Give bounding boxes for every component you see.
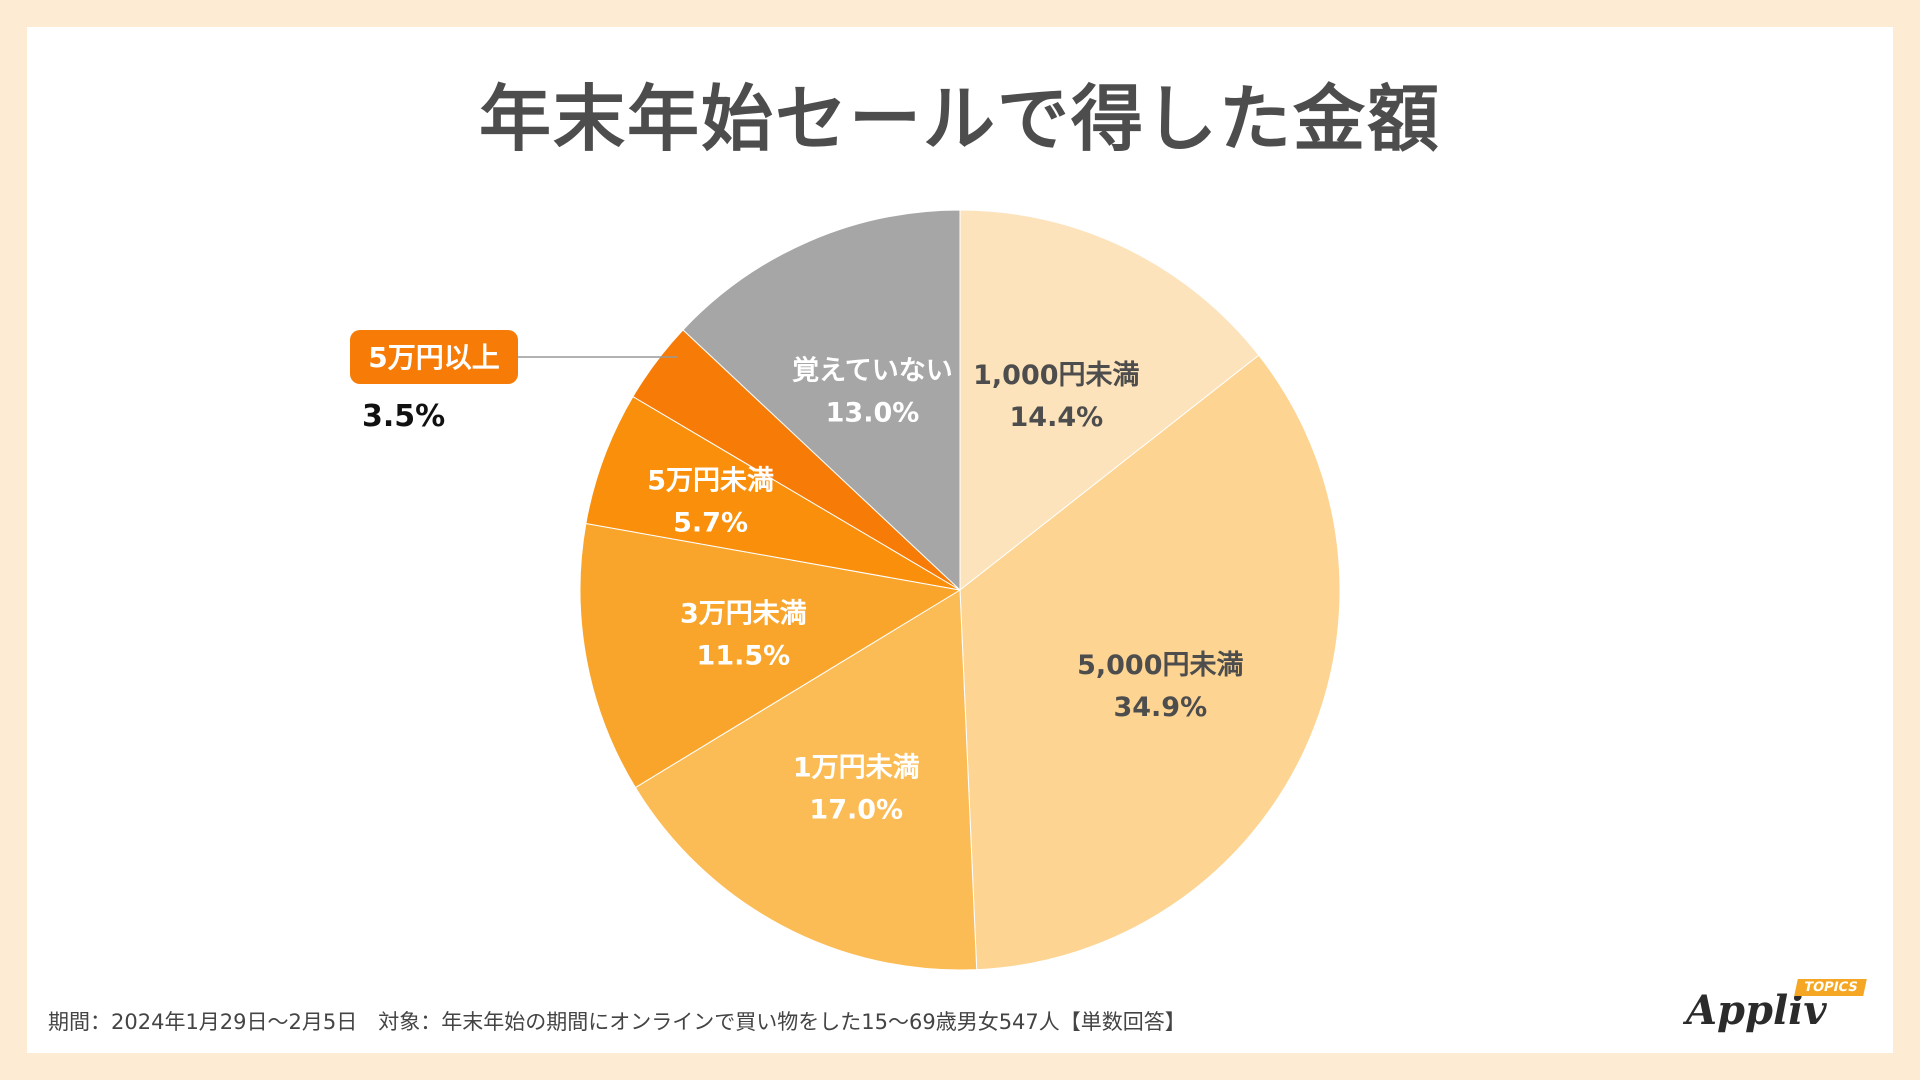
pie-slice-5 bbox=[585, 395, 961, 591]
pie-slices bbox=[579, 209, 1341, 971]
slice-value-6: 3.5% bbox=[362, 399, 445, 434]
applivtopics-logo: Appliv TOPICS bbox=[1686, 975, 1868, 1035]
slice-value-5: 5.7% bbox=[673, 508, 748, 539]
slice-value-3: 17.0% bbox=[809, 794, 903, 825]
chart-title: 年末年始セールで得した金額 bbox=[478, 77, 1441, 161]
callout-box bbox=[350, 330, 518, 384]
footer-note: 期間：2024年1月29日〜2月5日 対象：年末年始の期間にオンラインで買い物を… bbox=[48, 1010, 1186, 1034]
slice-value-2: 34.9% bbox=[1113, 692, 1207, 723]
slice-label-6: 5万円以上 bbox=[368, 341, 499, 374]
pie-slice-3 bbox=[634, 589, 978, 971]
slice-label-3: 1万円未満 bbox=[793, 752, 920, 783]
slice-label-7: 覚えていない bbox=[792, 356, 953, 387]
pie-slice-7 bbox=[682, 209, 961, 592]
pie-slice-4 bbox=[579, 522, 962, 789]
slice-label-4: 3万円未満 bbox=[680, 599, 807, 630]
pie-slice-1 bbox=[959, 209, 1260, 592]
slice-label-5: 5万円未満 bbox=[647, 466, 774, 497]
pie-callout: 5万円以上 3.5% bbox=[350, 330, 678, 434]
pie-labels: 1,000円未満 14.4% 5,000円未満 34.9% 1万円未満 17.0% 3万円未… bbox=[647, 356, 1243, 826]
slice-label-2: 5,000円未満 bbox=[1077, 650, 1243, 681]
logo-badge: TOPICS bbox=[1794, 979, 1868, 996]
pie-slice-2 bbox=[959, 354, 1341, 971]
slice-value-4: 11.5% bbox=[697, 641, 791, 672]
slice-label-1: 1,000円未満 bbox=[973, 360, 1139, 391]
slice-value-7: 13.0% bbox=[826, 398, 920, 429]
slice-value-1: 14.4% bbox=[1010, 402, 1104, 433]
